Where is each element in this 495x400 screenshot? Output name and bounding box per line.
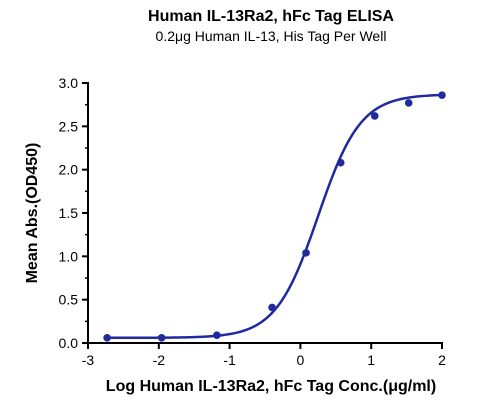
fit-curve: [107, 93, 443, 340]
x-tick-label: -2: [153, 352, 166, 368]
x-axis-label: Log Human IL-13Ra2, hFc Tag Conc.(μg/ml): [106, 378, 436, 395]
data-point: [157, 334, 166, 342]
fit-curve-layer: [107, 93, 443, 340]
data-points-layer: [103, 91, 446, 342]
y-axis: 0.0 0.5 1.0 1.5 2.0 2.5 3.0: [59, 75, 89, 351]
x-tick-label: 0: [297, 352, 305, 368]
y-tick-label: 0.0: [59, 335, 79, 351]
chart-subtitle: 0.2μg Human IL-13, His Tag Per Well: [156, 28, 387, 44]
y-axis-label: Mean Abs.(OD450): [24, 143, 41, 284]
x-tick-label: -3: [82, 352, 95, 368]
chart-title: Human IL-13Ra2, hFc Tag ELISA: [148, 8, 394, 25]
data-point: [213, 331, 221, 340]
x-tick-label: -1: [223, 352, 236, 368]
x-tick-label: 2: [438, 352, 446, 368]
data-point: [268, 303, 276, 312]
y-tick-label: 0.5: [59, 292, 79, 308]
data-point: [370, 112, 379, 120]
data-point: [302, 249, 310, 257]
data-point: [404, 99, 413, 107]
y-tick-label: 1.5: [59, 205, 79, 221]
y-tick-label: 3.0: [59, 75, 79, 91]
data-point: [438, 91, 446, 99]
data-point: [103, 334, 111, 342]
y-tick-label: 2.0: [59, 162, 79, 178]
x-axis: -3 -2 -1 0 1 2: [82, 342, 446, 368]
y-tick-label: 1.0: [59, 248, 79, 264]
x-tick-label: 1: [367, 352, 375, 368]
y-tick-label: 2.5: [59, 118, 79, 134]
data-point: [336, 158, 345, 167]
